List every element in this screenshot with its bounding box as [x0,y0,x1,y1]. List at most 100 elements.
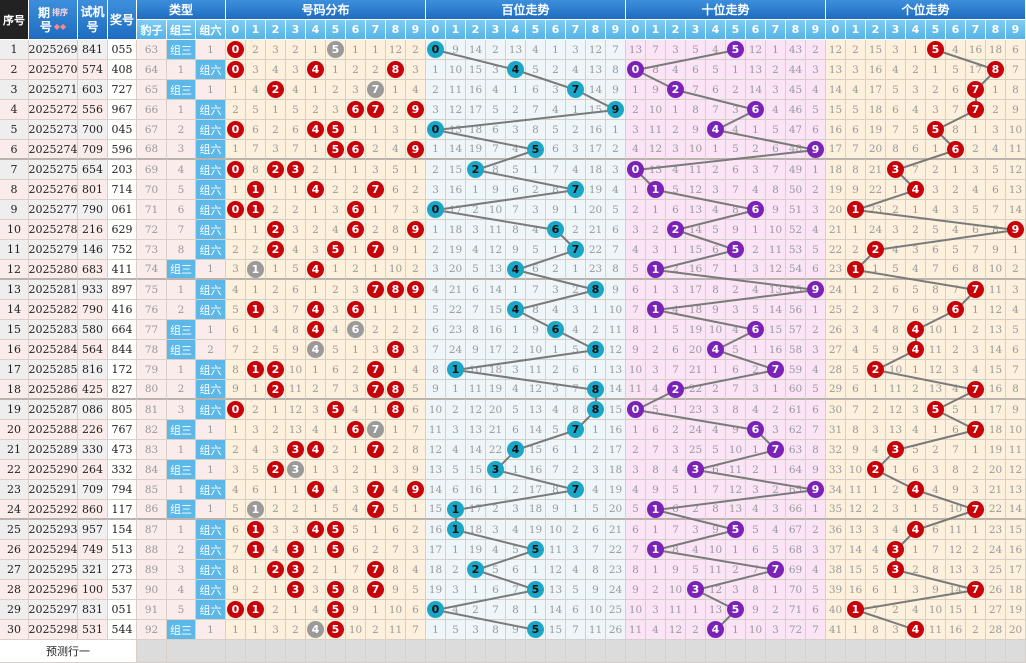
tens-omission-cell: 5 [666,180,686,200]
prediction-cell[interactable] [406,640,426,663]
tens-omission-cell: 8 [746,580,766,600]
prediction-type-cell[interactable] [137,640,167,663]
hundreds-omission-cell: 2 [466,200,486,220]
prediction-cell[interactable] [506,640,526,663]
units-ball: 1 [847,601,864,618]
prediction-cell[interactable] [706,640,726,663]
prediction-cell[interactable] [546,640,566,663]
units-ball: 1 [847,260,864,278]
prediction-cell[interactable] [286,640,306,663]
test-number-cell: 556 [78,100,108,120]
prediction-cell[interactable] [986,640,1006,663]
prediction-cell[interactable] [526,640,546,663]
prediction-cell[interactable] [226,640,246,663]
tens-omission-cell: 9 [666,560,686,580]
hundreds-omission-cell: 3 [566,140,586,160]
distribution-omission-cell: 2 [346,60,366,80]
tens-omission-cell: 11 [726,460,746,480]
units-omission-cell: 5 [906,120,926,140]
prediction-cell[interactable] [606,640,626,663]
distribution-hit-cell: 5 [326,520,346,540]
units-omission-cell: 1 [906,360,926,380]
distribution-omission-cell: 2 [406,320,426,340]
hundreds-ball: 9 [607,101,624,118]
prediction-cell[interactable] [326,640,346,663]
prediction-cell[interactable] [366,640,386,663]
header-zusan: 组三 [167,20,196,40]
hundreds-omission-cell: 3 [486,520,506,540]
type-baozi-count: 76 [137,300,167,320]
seq-cell: 18 [0,380,29,400]
prediction-cell[interactable] [346,640,366,663]
units-hit-cell: 4 [906,480,926,500]
prediction-cell[interactable] [446,640,466,663]
tens-omission-cell: 4 [806,80,826,100]
tens-omission-cell: 3 [766,500,786,520]
prediction-cell[interactable] [686,640,706,663]
prediction-cell[interactable] [486,640,506,663]
sort-arrows-icon[interactable]: ◆◆ [53,21,67,31]
hundreds-omission-cell: 17 [526,480,546,500]
prediction-cell[interactable] [266,640,286,663]
prediction-cell[interactable] [426,640,446,663]
prediction-cell[interactable] [826,640,846,663]
prediction-cell[interactable] [786,640,806,663]
prediction-type-cell[interactable] [196,640,226,663]
units-omission-cell: 7 [926,260,946,280]
tens-ball: 3 [687,461,704,478]
draw-number-cell: 273 [108,560,137,580]
hundreds-omission-cell: 23 [586,260,606,280]
distribution-hit-cell: 3 [286,560,306,580]
prediction-cell[interactable] [246,640,266,663]
prediction-cell[interactable] [946,640,966,663]
tens-omission-cell: 1 [766,460,786,480]
prediction-cell[interactable] [386,640,406,663]
units-omission-cell: 11 [886,380,906,400]
prediction-cell[interactable] [966,640,986,663]
prediction-cell[interactable] [846,640,866,663]
header-issue[interactable]: 期排序 号 ◆◆ [29,0,78,40]
hundreds-omission-cell: 2 [486,500,506,520]
tens-omission-cell: 43 [786,40,806,60]
prediction-cell[interactable] [886,640,906,663]
hundreds-omission-cell: 8 [606,60,626,80]
distribution-omission-cell: 1 [386,420,406,440]
units-hit-cell: 4 [906,340,926,360]
sort-label[interactable]: 排序 [52,7,68,17]
hundreds-omission-cell: 17 [446,200,466,220]
hundreds-ball: 5 [527,581,544,598]
units-omission-cell: 39 [826,580,846,600]
seq-cell: 25 [0,520,29,540]
distribution-hit-cell: 5 [326,40,346,60]
prediction-cell[interactable] [866,640,886,663]
prediction-row-label[interactable]: 预测行一 [0,640,137,663]
prediction-cell[interactable] [906,640,926,663]
prediction-cell[interactable] [766,640,786,663]
prediction-cell[interactable] [466,640,486,663]
tens-omission-cell: 5 [706,220,726,240]
tens-omission-cell: 6 [726,160,746,180]
prediction-cell[interactable] [746,640,766,663]
hundreds-omission-cell: 2 [546,260,566,280]
distribution-omission-cell: 8 [346,580,366,600]
prediction-cell[interactable] [566,640,586,663]
prediction-cell[interactable] [306,640,326,663]
prediction-cell[interactable] [586,640,606,663]
prediction-cell[interactable] [646,640,666,663]
prediction-type-cell[interactable] [167,640,197,663]
prediction-cell[interactable] [926,640,946,663]
prediction-cell[interactable] [806,640,826,663]
prediction-cell[interactable] [626,640,646,663]
prediction-cell[interactable] [726,640,746,663]
distribution-omission-cell: 3 [226,260,246,280]
prediction-cell[interactable] [1006,640,1026,663]
units-omission-cell: 24 [986,540,1006,560]
units-ball: 3 [887,561,904,578]
hundreds-omission-cell: 14 [606,380,626,400]
distribution-omission-cell: 1 [226,80,246,100]
distribution-ball: 7 [367,361,384,378]
draw-number-cell: 827 [108,380,137,400]
prediction-cell[interactable] [666,640,686,663]
test-number-cell: 603 [78,80,108,100]
type-baozi-count: 82 [137,420,167,440]
